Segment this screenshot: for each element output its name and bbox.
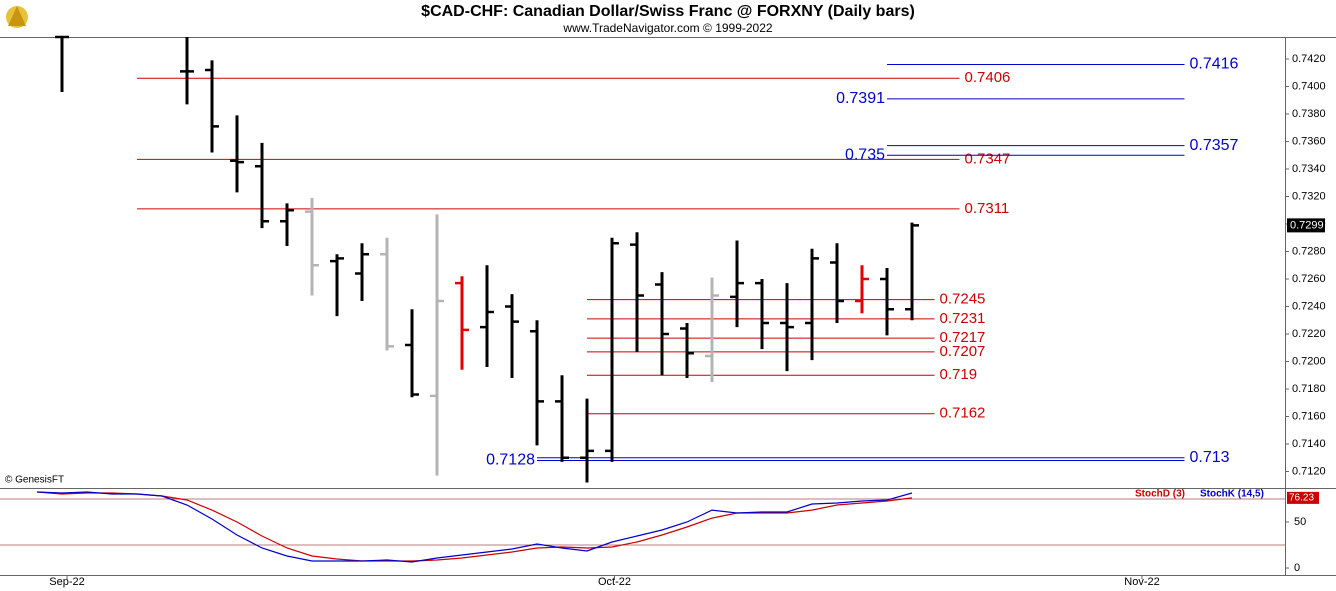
stoch-line: [36, 491, 913, 562]
level-label: 0.7406: [965, 69, 1011, 86]
y-tick-label: 0.7380: [1292, 108, 1326, 120]
last-value-label: 76.23: [1289, 493, 1314, 504]
level-label: 0.7311: [965, 200, 1010, 217]
y-tick-label: 0.7400: [1292, 80, 1326, 92]
level-label: 0.7416: [1190, 56, 1239, 73]
y-tick-label: 0.7320: [1292, 190, 1326, 202]
logo: [6, 6, 28, 28]
y-tick-label: 0.7260: [1292, 273, 1326, 285]
y-tick-label: 0.7240: [1292, 300, 1326, 312]
level-label: 0.735: [845, 146, 885, 163]
y-tick-label: 0.7180: [1292, 383, 1326, 395]
chart-title: $CAD-CHF: Canadian Dollar/Swiss Franc @ …: [421, 3, 915, 20]
last-value-box: [1287, 491, 1319, 504]
y-tick-label: 0.7420: [1292, 53, 1326, 65]
x-tick-label: Nov-22: [1124, 576, 1159, 588]
y-tick-label: 0.7120: [1292, 465, 1326, 477]
y-tick-label: 0.7220: [1292, 328, 1326, 340]
level-label: 0.7128: [486, 452, 535, 469]
legend-entry: StochK (14,5): [1200, 489, 1264, 500]
last-price-box: [1287, 218, 1325, 233]
level-label: 0.7162: [940, 405, 986, 422]
legend-entry: StochD (3): [1135, 489, 1185, 500]
x-tick-label: Oct-22: [598, 576, 631, 588]
y-tick-label: 0.7280: [1292, 245, 1326, 257]
level-label: 0.713: [1190, 449, 1230, 466]
level-label: 0.7391: [836, 90, 885, 107]
level-label: 0.7357: [1190, 137, 1239, 154]
y-tick-label: 50: [1294, 516, 1306, 528]
y-tick-label: 0.7160: [1292, 410, 1326, 422]
x-tick-label: Sep-22: [49, 576, 84, 588]
stoch-line: [36, 491, 913, 563]
level-label: 0.7347: [965, 150, 1011, 167]
y-tick-label: 0.7200: [1292, 355, 1326, 367]
last-price-label: 0.7299: [1290, 219, 1324, 231]
chart-subtitle: www.TradeNavigator.com © 1999-2022: [562, 21, 772, 35]
y-tick-label: 0.7340: [1292, 163, 1326, 175]
level-label: 0.7207: [940, 343, 986, 360]
y-tick-label: 0.7360: [1292, 135, 1326, 147]
level-label: 0.7231: [940, 310, 986, 327]
y-tick-label: 0: [1294, 562, 1300, 574]
y-tick-label: 0.7140: [1292, 438, 1326, 450]
level-label: 0.7245: [940, 291, 986, 308]
source-note: © GenesisFT: [5, 475, 64, 486]
level-label: 0.719: [940, 366, 978, 383]
level-label: 0.7217: [940, 329, 986, 346]
